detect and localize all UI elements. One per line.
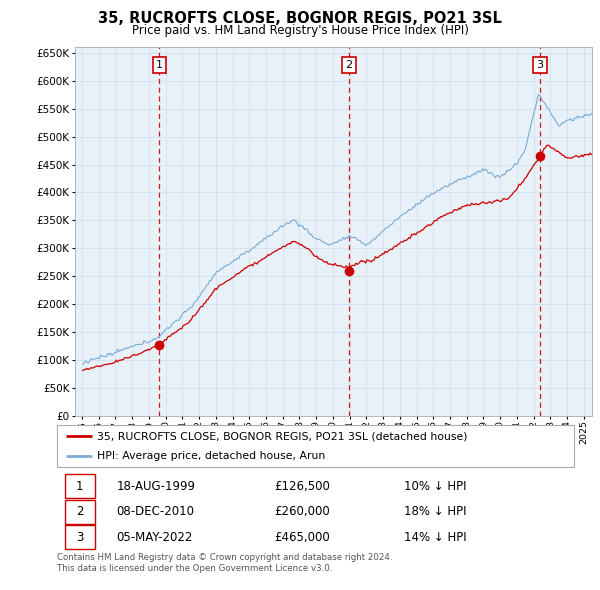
Text: 05-MAY-2022: 05-MAY-2022	[116, 531, 193, 544]
Text: HPI: Average price, detached house, Arun: HPI: Average price, detached house, Arun	[97, 451, 326, 461]
Text: 10% ↓ HPI: 10% ↓ HPI	[404, 480, 466, 493]
Text: 18-AUG-1999: 18-AUG-1999	[116, 480, 196, 493]
Text: 2: 2	[76, 505, 83, 519]
Text: 2: 2	[346, 60, 353, 70]
FancyBboxPatch shape	[65, 500, 95, 524]
FancyBboxPatch shape	[65, 525, 95, 549]
Text: 35, RUCROFTS CLOSE, BOGNOR REGIS, PO21 3SL: 35, RUCROFTS CLOSE, BOGNOR REGIS, PO21 3…	[98, 11, 502, 25]
Text: Price paid vs. HM Land Registry's House Price Index (HPI): Price paid vs. HM Land Registry's House …	[131, 24, 469, 37]
Text: 35, RUCROFTS CLOSE, BOGNOR REGIS, PO21 3SL (detached house): 35, RUCROFTS CLOSE, BOGNOR REGIS, PO21 3…	[97, 431, 468, 441]
Text: £126,500: £126,500	[274, 480, 330, 493]
Text: 1: 1	[156, 60, 163, 70]
Text: 3: 3	[536, 60, 544, 70]
Text: 3: 3	[76, 531, 83, 544]
Text: Contains HM Land Registry data © Crown copyright and database right 2024.
This d: Contains HM Land Registry data © Crown c…	[57, 553, 392, 573]
FancyBboxPatch shape	[57, 425, 574, 467]
Text: 08-DEC-2010: 08-DEC-2010	[116, 505, 194, 519]
Text: 1: 1	[76, 480, 83, 493]
Text: 18% ↓ HPI: 18% ↓ HPI	[404, 505, 466, 519]
FancyBboxPatch shape	[65, 474, 95, 499]
Text: £465,000: £465,000	[274, 531, 330, 544]
Text: £260,000: £260,000	[274, 505, 330, 519]
Text: 14% ↓ HPI: 14% ↓ HPI	[404, 531, 466, 544]
